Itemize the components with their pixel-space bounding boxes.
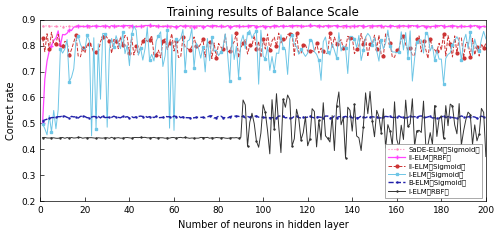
I-ELM（RBF）	[58, 136, 64, 139]
I-ELM（RBF）	[465, 111, 471, 114]
II-ELM（Sigmoid）	[60, 45, 66, 47]
Line: B-ELM（Sigmoid）: B-ELM（Sigmoid）	[42, 115, 487, 122]
II-ELM（RBF）	[122, 24, 128, 27]
B-ELM（Sigmoid）	[483, 116, 489, 119]
II-ELM（Sigmoid）	[209, 57, 215, 60]
I-ELM（Sigmoid）	[88, 135, 94, 137]
SaDE-ELM（Sigmoid）	[66, 25, 72, 28]
Y-axis label: Correct rate: Correct rate	[6, 81, 16, 140]
I-ELM（Sigmoid）	[131, 25, 137, 28]
I-ELM（RBF）	[66, 137, 72, 139]
Line: II-ELM（RBF）: II-ELM（RBF）	[41, 24, 488, 125]
I-ELM（RBF）	[342, 156, 348, 159]
SaDE-ELM（Sigmoid）	[58, 25, 64, 28]
SaDE-ELM（Sigmoid）	[334, 24, 340, 27]
I-ELM（Sigmoid）	[40, 122, 46, 125]
B-ELM（Sigmoid）	[40, 119, 46, 122]
X-axis label: Number of neurons in hidden layer: Number of neurons in hidden layer	[178, 220, 348, 230]
I-ELM（Sigmoid）	[66, 80, 72, 83]
I-ELM（RBF）	[158, 136, 164, 139]
I-ELM（Sigmoid）	[450, 43, 456, 46]
B-ELM（Sigmoid）	[447, 115, 453, 118]
II-ELM（RBF）	[58, 44, 64, 47]
Line: II-ELM（Sigmoid）: II-ELM（Sigmoid）	[41, 31, 488, 60]
B-ELM（Sigmoid）	[463, 116, 469, 119]
B-ELM（Sigmoid）	[160, 116, 166, 119]
II-ELM（RBF）	[447, 25, 453, 27]
II-ELM（Sigmoid）	[465, 42, 471, 44]
SaDE-ELM（Sigmoid）	[465, 25, 471, 28]
I-ELM（Sigmoid）	[483, 38, 489, 40]
B-ELM（Sigmoid）	[68, 115, 74, 118]
Line: I-ELM（Sigmoid）: I-ELM（Sigmoid）	[41, 25, 488, 137]
SaDE-ELM（Sigmoid）	[122, 25, 128, 27]
Legend: SaDE-ELM（Sigmoid）, II-ELM（RBF）, II-ELM（Sigmoid）, I-ELM（Sigmoid）, B-ELM（Sigmoid）,: SaDE-ELM（Sigmoid）, II-ELM（RBF）, II-ELM（S…	[385, 144, 482, 198]
SaDE-ELM（Sigmoid）	[158, 25, 164, 28]
II-ELM（Sigmoid）	[124, 36, 130, 39]
B-ELM（Sigmoid）	[124, 115, 130, 118]
I-ELM（Sigmoid）	[162, 55, 168, 57]
II-ELM（Sigmoid）	[40, 37, 46, 39]
II-ELM（RBF）	[463, 25, 469, 28]
II-ELM（Sigmoid）	[450, 55, 456, 58]
SaDE-ELM（Sigmoid）	[483, 25, 489, 28]
Line: SaDE-ELM（Sigmoid）: SaDE-ELM（Sigmoid）	[42, 25, 487, 28]
II-ELM（RBF）	[483, 25, 489, 28]
II-ELM（Sigmoid）	[48, 31, 54, 34]
I-ELM（RBF）	[40, 136, 46, 139]
B-ELM（Sigmoid）	[60, 114, 66, 117]
II-ELM（Sigmoid）	[68, 48, 74, 51]
SaDE-ELM（Sigmoid）	[40, 25, 46, 28]
II-ELM（RBF）	[160, 25, 166, 28]
II-ELM（RBF）	[66, 29, 72, 31]
Title: Training results of Balance Scale: Training results of Balance Scale	[167, 6, 359, 19]
SaDE-ELM（Sigmoid）	[450, 25, 456, 28]
I-ELM（Sigmoid）	[465, 47, 471, 50]
Line: I-ELM（RBF）: I-ELM（RBF）	[41, 90, 488, 159]
B-ELM（Sigmoid）	[58, 115, 64, 118]
I-ELM（RBF）	[483, 155, 489, 158]
I-ELM（Sigmoid）	[58, 47, 64, 50]
II-ELM（RBF）	[40, 122, 46, 125]
II-ELM（Sigmoid）	[483, 42, 489, 45]
II-ELM（Sigmoid）	[160, 39, 166, 42]
I-ELM（RBF）	[122, 136, 128, 139]
SaDE-ELM（Sigmoid）	[267, 25, 273, 28]
II-ELM（RBF）	[124, 24, 130, 27]
I-ELM（Sigmoid）	[124, 44, 130, 46]
I-ELM（RBF）	[450, 105, 456, 107]
I-ELM（RBF）	[367, 90, 373, 93]
